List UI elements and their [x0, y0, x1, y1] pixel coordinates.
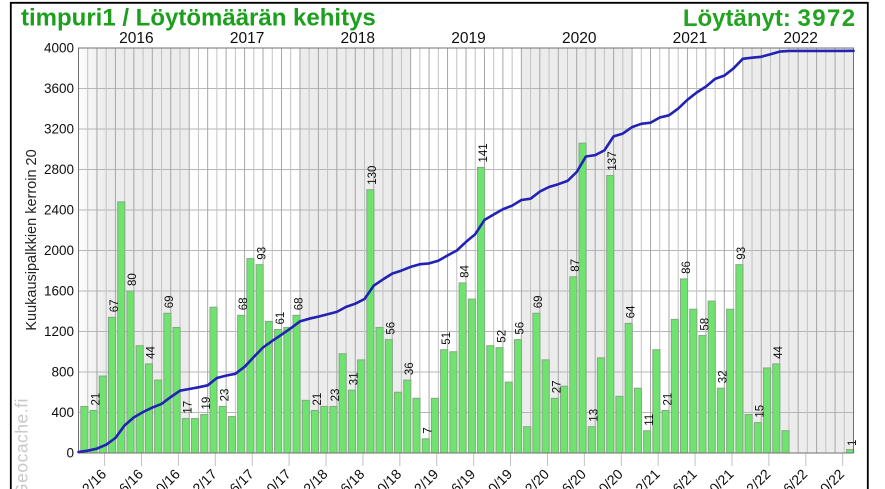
svg-text:21: 21 [90, 393, 102, 406]
svg-text:84: 84 [459, 265, 471, 278]
svg-text:3200: 3200 [44, 122, 74, 137]
svg-text:137: 137 [607, 151, 619, 170]
svg-text:21: 21 [312, 393, 324, 406]
svg-text:56: 56 [386, 322, 398, 335]
svg-text:32: 32 [718, 370, 730, 383]
svg-text:4000: 4000 [44, 41, 74, 56]
svg-text:Löytänyt: 3972: Löytänyt: 3972 [683, 5, 857, 32]
svg-text:27: 27 [552, 381, 564, 394]
svg-text:2020: 2020 [562, 30, 597, 47]
svg-text:51: 51 [441, 332, 453, 345]
svg-text:19: 19 [201, 397, 213, 410]
svg-text:2400: 2400 [44, 203, 74, 218]
svg-text:93: 93 [256, 247, 268, 260]
svg-text:1: 1 [847, 440, 859, 446]
svg-text:2017: 2017 [230, 30, 264, 47]
svg-text:Kuukausipalkkien kerroin 20: Kuukausipalkkien kerroin 20 [24, 149, 40, 330]
svg-text:68: 68 [293, 298, 305, 311]
svg-text:2800: 2800 [44, 162, 74, 177]
svg-text:31: 31 [349, 372, 361, 385]
svg-text:21: 21 [662, 393, 674, 406]
svg-text:0: 0 [66, 446, 74, 461]
svg-text:80: 80 [127, 273, 139, 286]
svg-text:timpuri1 / Löytömäärän kehitys: timpuri1 / Löytömäärän kehitys [21, 5, 376, 32]
svg-text:15: 15 [755, 405, 767, 418]
svg-text:2000: 2000 [44, 243, 74, 258]
svg-text:3600: 3600 [44, 81, 74, 96]
svg-text:7: 7 [423, 427, 435, 433]
svg-text:2019: 2019 [451, 30, 485, 47]
svg-text:68: 68 [238, 298, 250, 311]
svg-text:400: 400 [51, 405, 74, 420]
svg-text:2016: 2016 [119, 30, 153, 47]
svg-text:1600: 1600 [44, 284, 74, 299]
svg-text:17: 17 [183, 401, 195, 414]
svg-text:87: 87 [570, 259, 582, 272]
svg-text:130: 130 [367, 166, 379, 185]
svg-text:2018: 2018 [341, 30, 375, 47]
svg-text:67: 67 [109, 300, 121, 313]
svg-text:86: 86 [681, 261, 693, 274]
svg-text:13: 13 [589, 409, 601, 422]
svg-text:36: 36 [404, 362, 416, 375]
svg-text:23: 23 [330, 389, 342, 402]
svg-text:56: 56 [515, 322, 527, 335]
svg-text:800: 800 [51, 365, 74, 380]
svg-text:1200: 1200 [44, 324, 74, 339]
svg-text:44: 44 [146, 346, 158, 359]
svg-text:2021: 2021 [673, 30, 707, 47]
svg-text:61: 61 [275, 312, 287, 325]
svg-text:69: 69 [533, 296, 545, 309]
svg-text:23: 23 [220, 389, 232, 402]
svg-text:64: 64 [625, 305, 637, 318]
svg-text:93: 93 [736, 247, 748, 260]
svg-text:58: 58 [699, 318, 711, 331]
svg-text:52: 52 [496, 330, 508, 343]
svg-text:2022: 2022 [783, 30, 817, 47]
svg-text:Geocache.fi: Geocache.fi [12, 398, 32, 489]
svg-text:11: 11 [644, 414, 656, 426]
svg-text:141: 141 [478, 143, 490, 162]
svg-text:44: 44 [773, 346, 785, 359]
svg-text:69: 69 [164, 296, 176, 309]
